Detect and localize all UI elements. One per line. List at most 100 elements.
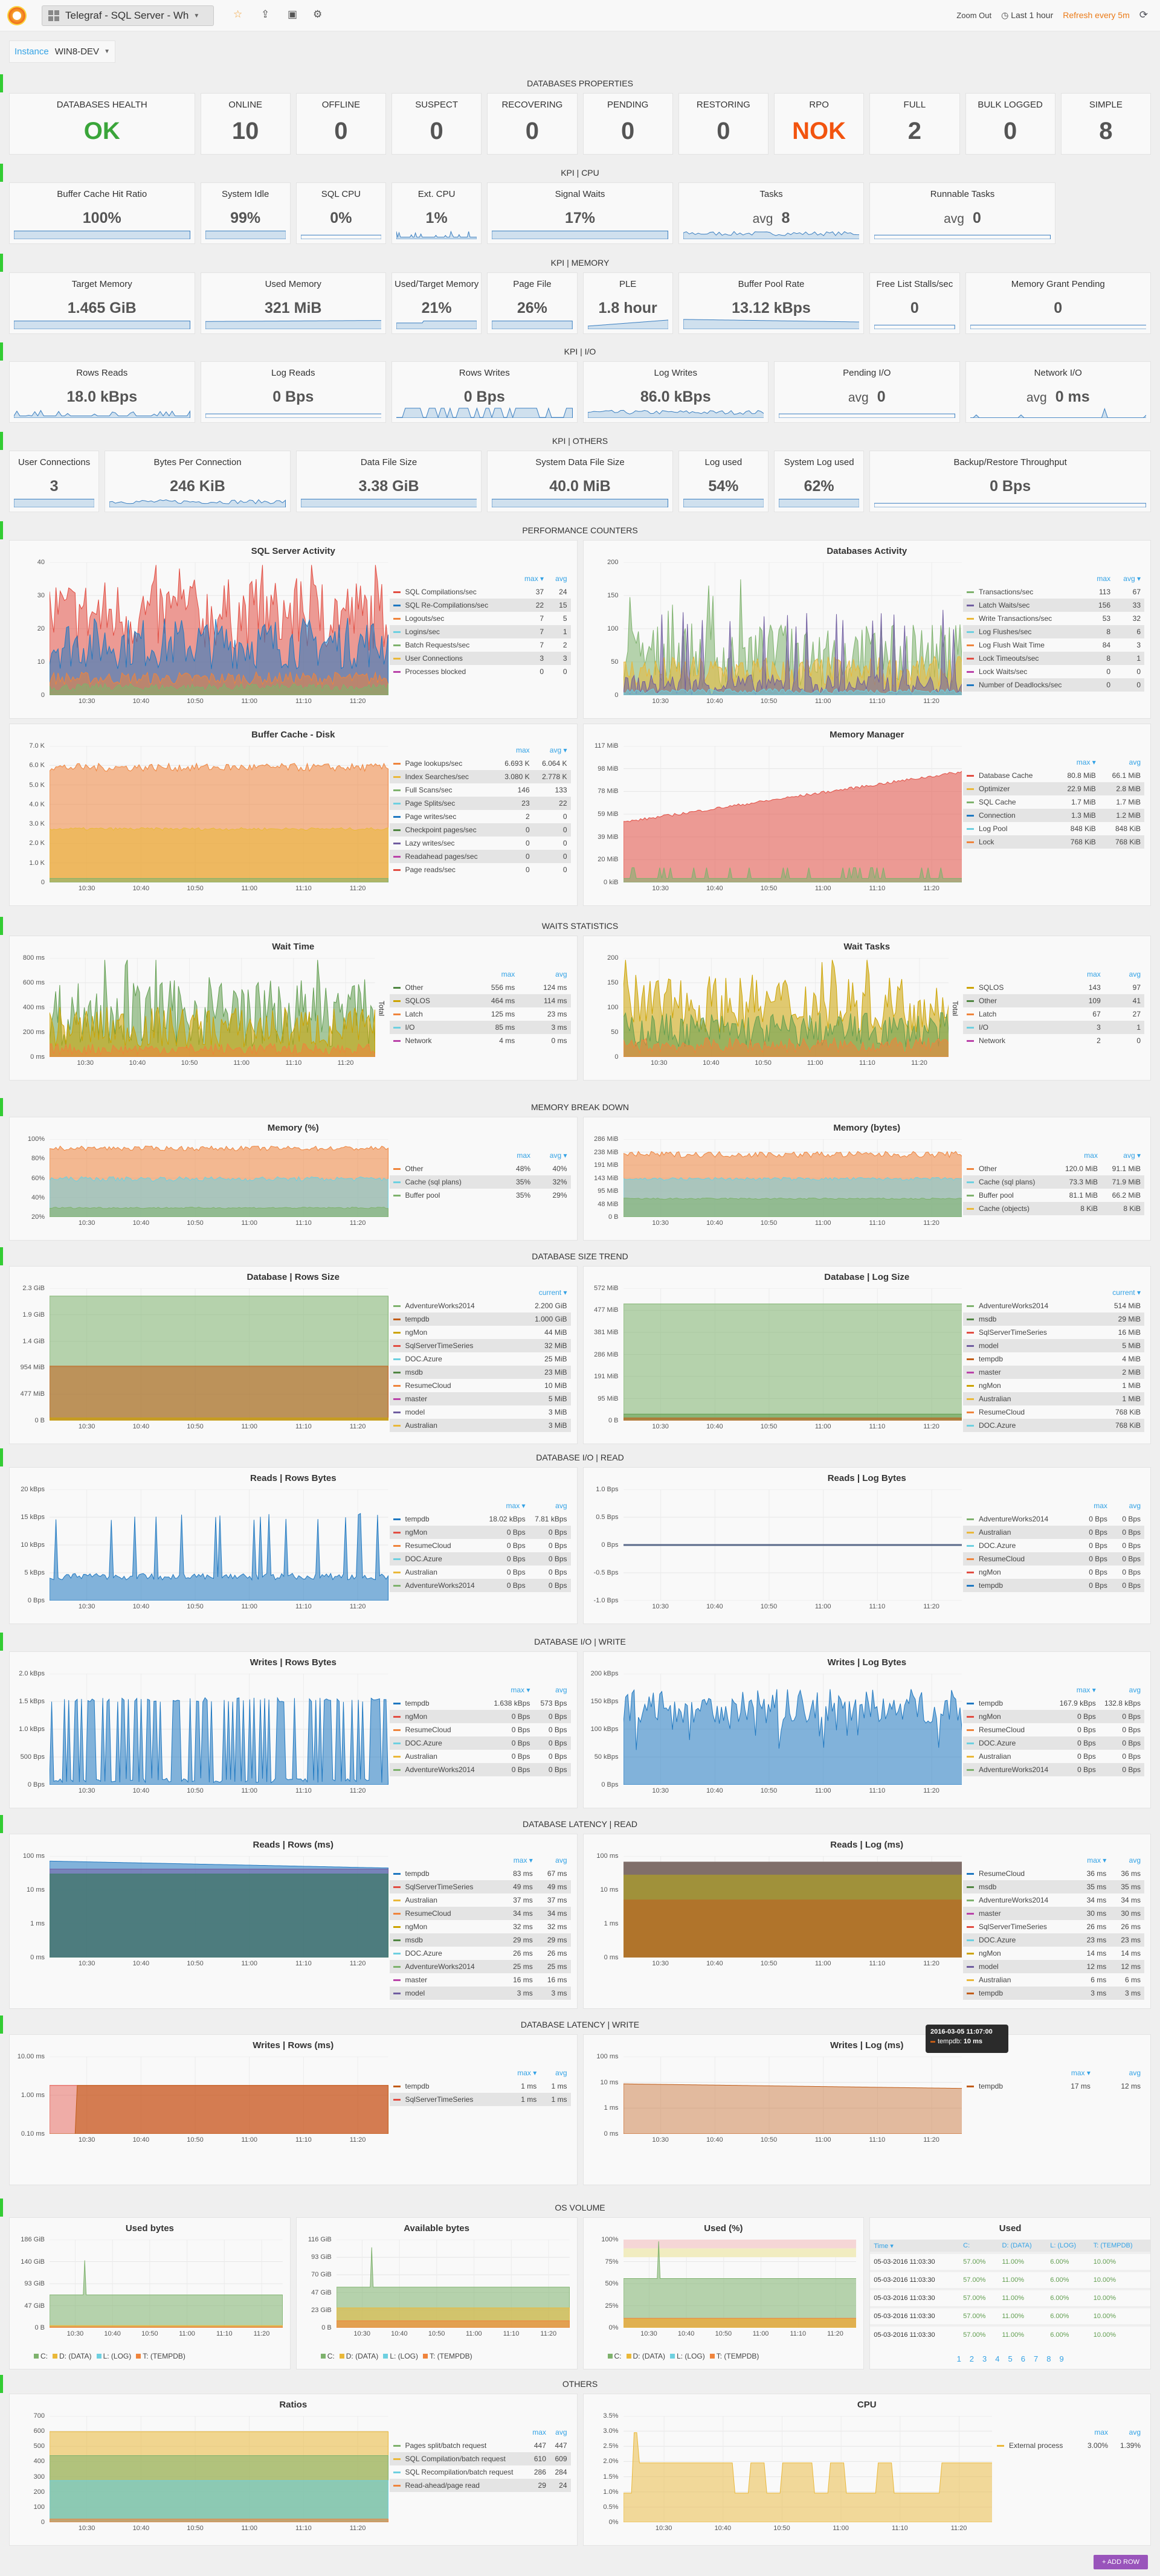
graph-panel-reads_rows_ms[interactable]: Reads | Rows (ms) 100 ms 10 ms 1 ms 0 ms 10:3… <box>9 1834 578 2009</box>
panel-title[interactable]: Databases Activity <box>826 546 907 556</box>
panel-title[interactable]: RPO <box>809 100 829 110</box>
singlestat-panel[interactable]: Page File 26% <box>487 272 578 334</box>
panel-title[interactable]: Available bytes <box>404 2223 469 2234</box>
graph-canvas[interactable] <box>623 562 962 695</box>
singlestat-panel[interactable]: Rows Reads 18.0 kBps <box>9 361 195 423</box>
singlestat-panel[interactable]: PENDING 0 <box>582 93 673 155</box>
legend-item[interactable]: C: <box>34 2352 48 2360</box>
legend-item[interactable]: SqlServerTimeSeries 32 MiB <box>389 1339 571 1352</box>
legend-item[interactable]: SQL Compilations/sec 37 24 <box>390 585 571 599</box>
panel-title[interactable]: Data File Size <box>360 457 417 467</box>
legend-item[interactable]: L: (LOG) <box>383 2352 418 2360</box>
row-header[interactable]: DATABASE LATENCY | WRITE <box>0 2016 1160 2034</box>
legend-item[interactable]: master 5 MiB <box>389 1392 571 1405</box>
legend-sort-column[interactable]: max <box>1094 1502 1107 1510</box>
singlestat-panel[interactable]: Tasks avg 8 <box>678 182 865 244</box>
instance-variable[interactable]: Instance WIN8-DEV ▼ <box>9 40 115 63</box>
legend-item[interactable]: tempdb 1.638 kBps 573 Bps <box>390 1697 571 1710</box>
panel-title[interactable]: Pending I/O <box>843 368 891 378</box>
legend-item[interactable]: AdventureWorks2014 514 MiB <box>963 1299 1144 1312</box>
row-collapse-handle[interactable] <box>0 1815 3 1833</box>
graph-canvas[interactable] <box>50 1139 388 1217</box>
legend-item[interactable]: ResumeCloud 36 ms 36 ms <box>963 1867 1144 1880</box>
legend-item[interactable]: Batch Requests/sec 7 2 <box>390 638 571 652</box>
singlestat-panel[interactable]: ONLINE 10 <box>200 93 291 155</box>
panel-title[interactable]: SQL CPU <box>321 189 361 199</box>
panel-title[interactable]: Reads | Log (ms) <box>830 1840 904 1850</box>
row-collapse-handle[interactable] <box>0 917 3 935</box>
singlestat-panel[interactable]: RPO NOK <box>774 93 865 155</box>
singlestat-panel[interactable]: Target Memory 1.465 GiB <box>9 272 195 334</box>
legend-sort-column[interactable]: max ▾ <box>513 1856 533 1865</box>
panel-title[interactable]: RESTORING <box>696 100 750 110</box>
legend-sort-column[interactable]: max ▾ <box>1071 2069 1091 2077</box>
singlestat-panel[interactable]: System Idle 99% <box>200 182 291 244</box>
legend-item[interactable]: AdventureWorks2014 34 ms 34 ms <box>963 1893 1144 1907</box>
row-header[interactable]: DATABASE SIZE TREND <box>0 1247 1160 1265</box>
gear-icon[interactable]: ⚙ <box>313 8 323 20</box>
legend-item[interactable]: Database Cache 80.8 MiB 66.1 MiB <box>963 769 1144 782</box>
legend-sort-column[interactable]: avg <box>1129 2069 1141 2077</box>
row-collapse-handle[interactable] <box>0 2016 3 2034</box>
singlestat-panel[interactable]: System Log used 62% <box>774 451 865 512</box>
refresh-icon[interactable]: ⟳ <box>1139 9 1148 21</box>
legend-sort-column[interactable]: max ▾ <box>517 2069 537 2077</box>
panel-title[interactable]: ONLINE <box>228 100 263 110</box>
legend-sort-column[interactable]: max ▾ <box>511 1686 530 1694</box>
legend-item[interactable]: DOC.Azure 25 MiB <box>390 1352 571 1366</box>
legend-item[interactable]: Network 4 ms 0 ms <box>390 1034 571 1047</box>
legend-item[interactable]: T: (TEMPDB) <box>136 2352 185 2360</box>
legend-item[interactable]: master 30 ms 30 ms <box>963 1907 1144 1920</box>
panel-title[interactable]: Memory Grant Pending <box>1011 279 1105 289</box>
legend-item[interactable]: ngMon 44 MiB <box>390 1326 571 1339</box>
legend-item[interactable]: AdventureWorks2014 0 Bps 0 Bps <box>389 1579 571 1592</box>
row-header[interactable]: PERFORMANCE COUNTERS <box>0 521 1160 539</box>
graph-canvas[interactable] <box>50 2057 388 2134</box>
singlestat-panel[interactable]: Buffer Cache Hit Ratio 100% <box>9 182 195 244</box>
column-header[interactable]: T: (TEMPDB) <box>1089 2240 1150 2253</box>
legend-item[interactable]: Processes blocked 0 0 <box>390 665 571 678</box>
graph-panel-wait_tasks[interactable]: Wait Tasks 200 150 100 50 0 10:30 10:40 10:50 11:… <box>582 936 1151 1081</box>
panel-title[interactable]: Used bytes <box>125 2223 174 2234</box>
singlestat-panel[interactable]: Memory Grant Pending 0 <box>965 272 1151 334</box>
graph-canvas[interactable] <box>623 958 949 1057</box>
row-header[interactable]: OS VOLUME <box>0 2199 1160 2217</box>
legend-sort-column[interactable]: avg <box>555 1502 567 1510</box>
legend-item[interactable]: Checkpoint pages/sec 0 0 <box>389 823 571 837</box>
panel-title[interactable]: Used (%) <box>704 2223 743 2234</box>
row-collapse-handle[interactable] <box>0 1633 3 1651</box>
panel-title[interactable]: Target Memory <box>71 279 132 289</box>
legend-sort-column[interactable]: max ▾ <box>1076 758 1096 766</box>
panel-title[interactable]: Memory (%) <box>267 1123 319 1133</box>
graph-canvas[interactable] <box>336 2240 570 2328</box>
graph-canvas[interactable] <box>50 1856 388 1958</box>
panel-title[interactable]: Log Reads <box>271 368 315 378</box>
panel-title[interactable]: CPU <box>857 2400 877 2410</box>
graph-canvas[interactable] <box>623 2057 962 2134</box>
singlestat-panel[interactable]: System Data File Size 40.0 MiB <box>487 451 673 512</box>
legend-item[interactable]: msdb 29 MiB <box>963 1312 1144 1326</box>
legend-item[interactable]: ResumeCloud 10 MiB <box>390 1379 571 1392</box>
graph-panel-sql_activity[interactable]: SQL Server Activity 40 30 20 10 0 10:30 10:40 10… <box>9 540 578 719</box>
legend-sort-column[interactable]: current ▾ <box>538 1288 567 1297</box>
table-panel-os_used_table[interactable]: Used Time ▾ C: D: (DATA) L: (LOG) T: (TEMPDB)… <box>869 2217 1151 2369</box>
singlestat-panel[interactable]: BULK LOGGED 0 <box>965 93 1055 155</box>
panel-title[interactable]: Buffer Pool Rate <box>738 279 805 289</box>
graph-canvas[interactable] <box>50 746 388 882</box>
graph-panel-memory_bytes[interactable]: Memory (bytes) 286 MiB 238 MiB 191 MiB 143 M… <box>582 1117 1151 1241</box>
row-header[interactable]: DATABASE I/O | WRITE <box>0 1633 1160 1651</box>
panel-title[interactable]: Log Writes <box>654 368 697 378</box>
legend-item[interactable]: SQL Recompilation/batch request 286 284 <box>390 2465 571 2479</box>
panel-title[interactable]: Writes | Log (ms) <box>830 2040 904 2051</box>
panel-title[interactable]: Used <box>999 2223 1022 2234</box>
panel-title[interactable]: PENDING <box>607 100 649 110</box>
panel-title[interactable]: Backup/Restore Throughput <box>953 457 1067 467</box>
singlestat-panel[interactable]: Free List Stalls/sec 0 <box>869 272 960 334</box>
star-icon[interactable]: ☆ <box>233 8 243 20</box>
panel-title[interactable]: System Data File Size <box>535 457 625 467</box>
legend-item[interactable]: tempdb 167.9 kBps 132.8 kBps <box>963 1697 1144 1710</box>
panel-title[interactable]: Log used <box>704 457 743 467</box>
legend-item[interactable]: msdb 35 ms 35 ms <box>963 1880 1144 1893</box>
legend-item[interactable]: ngMon 0 Bps 0 Bps <box>963 1710 1144 1723</box>
legend-item[interactable]: L: (LOG) <box>96 2352 131 2360</box>
